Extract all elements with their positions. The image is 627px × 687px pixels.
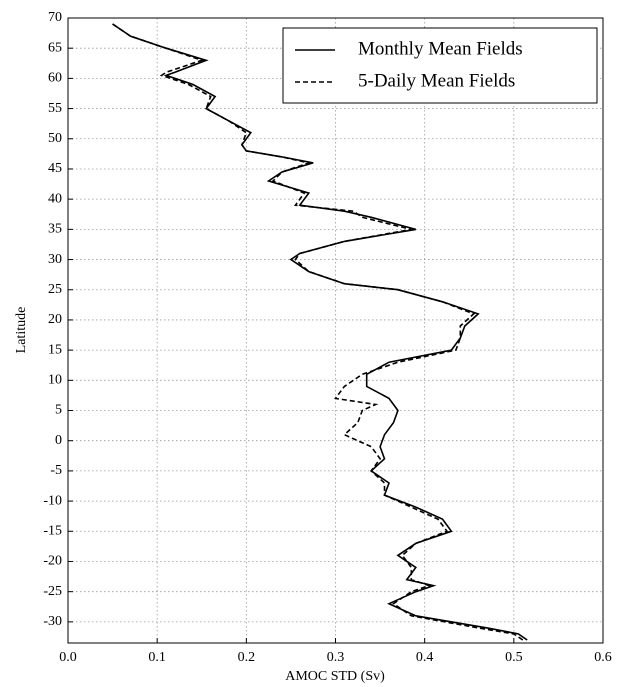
y-tick-label: 45 bbox=[48, 161, 62, 176]
line-series bbox=[112, 23, 528, 641]
y-tick-label: 70 bbox=[48, 10, 62, 25]
y-tick-label: 0 bbox=[55, 433, 62, 448]
y-tick-label: -20 bbox=[43, 554, 62, 569]
y-tick-label: 20 bbox=[48, 312, 62, 327]
x-tick-label: 0.4 bbox=[416, 650, 434, 665]
x-tick-label: 0.1 bbox=[148, 650, 166, 665]
y-tick-label: 55 bbox=[48, 101, 62, 116]
y-tick-label: -30 bbox=[43, 614, 62, 629]
legend-label: Monthly Mean Fields bbox=[358, 38, 523, 59]
y-tick-label: 30 bbox=[48, 252, 62, 267]
x-tick-label: 0.2 bbox=[238, 650, 256, 665]
y-tick-label: -5 bbox=[50, 463, 62, 478]
x-tick-label: 0.0 bbox=[59, 650, 77, 665]
y-tick-label: -25 bbox=[43, 584, 62, 599]
y-tick-label: 60 bbox=[48, 71, 62, 86]
y-tick-label: 35 bbox=[48, 222, 62, 237]
y-tick-label: 25 bbox=[48, 282, 62, 297]
x-tick-label: 0.3 bbox=[327, 650, 345, 665]
y-tick-label: 40 bbox=[48, 191, 62, 206]
y-tick-label: 15 bbox=[48, 342, 62, 357]
legend-label: 5-Daily Mean Fields bbox=[358, 70, 515, 91]
y-tick-label: 5 bbox=[55, 403, 62, 418]
line-series bbox=[112, 23, 524, 641]
y-tick-label: -10 bbox=[43, 493, 62, 508]
x-tick-label: 0.5 bbox=[505, 650, 523, 665]
y-tick-label: -15 bbox=[43, 524, 62, 539]
plot-frame bbox=[67, 17, 604, 644]
y-tick-label: 50 bbox=[48, 131, 62, 146]
x-axis-label: AMOC STD (Sv) bbox=[285, 669, 385, 684]
legend-box bbox=[282, 27, 598, 104]
x-tick-label: 0.6 bbox=[594, 650, 612, 665]
y-tick-label: 65 bbox=[48, 40, 62, 55]
y-tick-label: 10 bbox=[48, 373, 62, 388]
y-axis-label: Latitude bbox=[14, 307, 29, 354]
